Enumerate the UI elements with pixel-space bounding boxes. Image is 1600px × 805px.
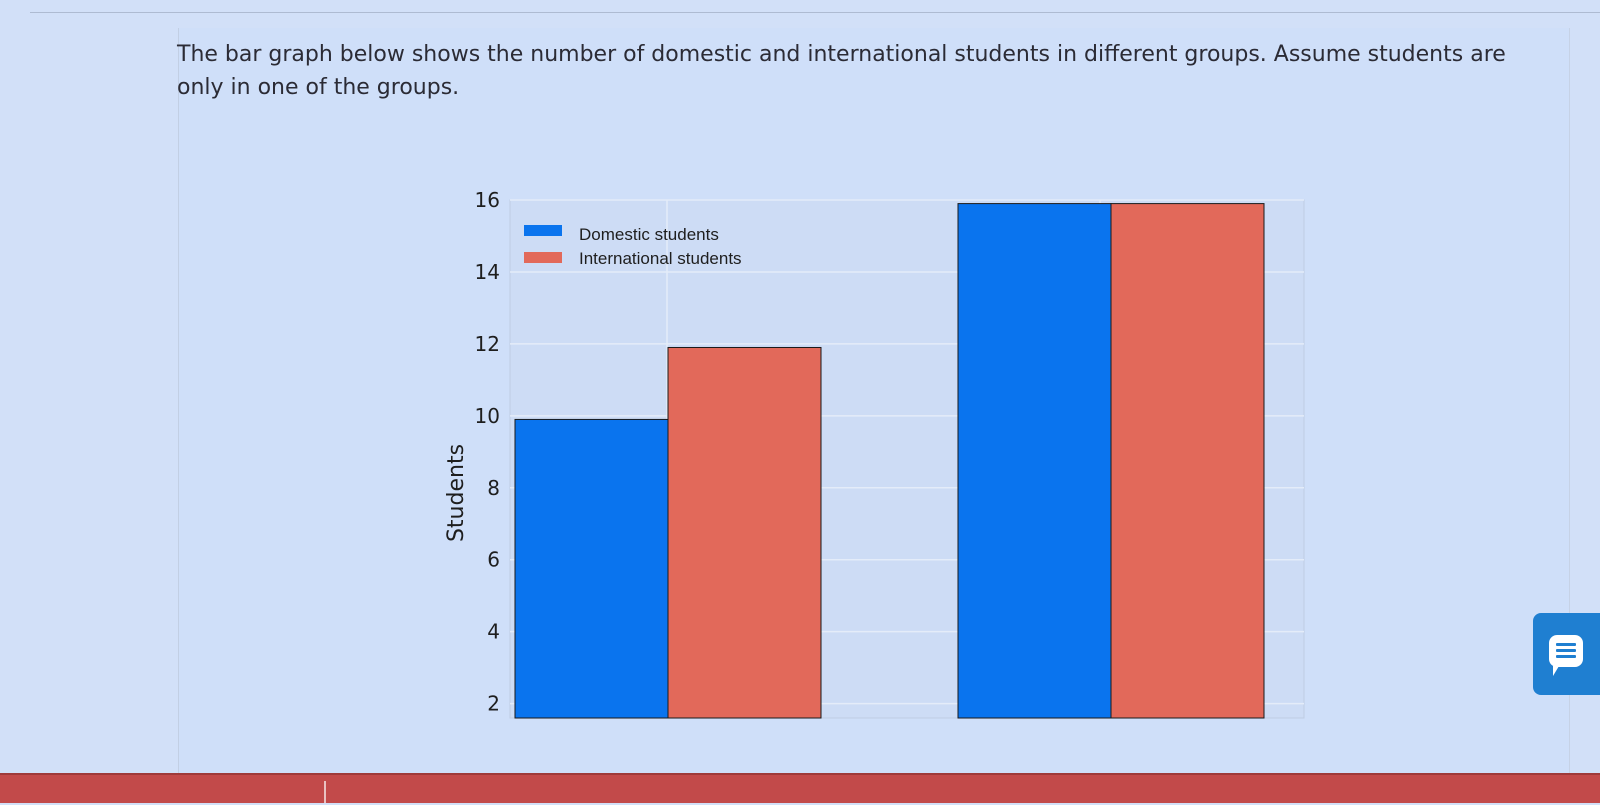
international-bar-1: [667, 346, 822, 719]
legend-label-domestic: Domestic students: [579, 225, 719, 244]
y-tick-label: 16: [475, 188, 500, 212]
legend: Domestic students International students: [524, 225, 742, 268]
y-tick-label: 2: [487, 692, 500, 716]
y-tick-label: 6: [487, 548, 500, 572]
y-tick-label: 8: [487, 476, 500, 500]
bars: [514, 203, 1265, 719]
question-text: The bar graph below shows the number of …: [177, 42, 1506, 100]
feedback-button[interactable]: [1533, 613, 1600, 695]
top-divider: [30, 12, 1600, 13]
speech-bubble-icon: [1549, 635, 1583, 676]
y-tick-label: 4: [487, 620, 500, 644]
legend-swatch-domestic: [524, 225, 562, 236]
legend-swatch-international: [524, 252, 562, 263]
legend-label-international: International students: [579, 249, 742, 268]
domestic-bar-1: [514, 418, 669, 719]
y-axis-label: Students: [444, 444, 469, 542]
international-bar-2: [1110, 203, 1265, 719]
domestic-bar-2: [957, 203, 1112, 719]
bottom-bar-divider: [324, 781, 326, 803]
y-tick-labels: 2 4 6 8 10 12 14 16: [475, 188, 500, 716]
y-tick-label: 10: [475, 404, 500, 428]
y-tick-label: 14: [475, 260, 500, 284]
y-tick-label: 12: [475, 332, 500, 356]
bottom-bar: [0, 773, 1600, 803]
